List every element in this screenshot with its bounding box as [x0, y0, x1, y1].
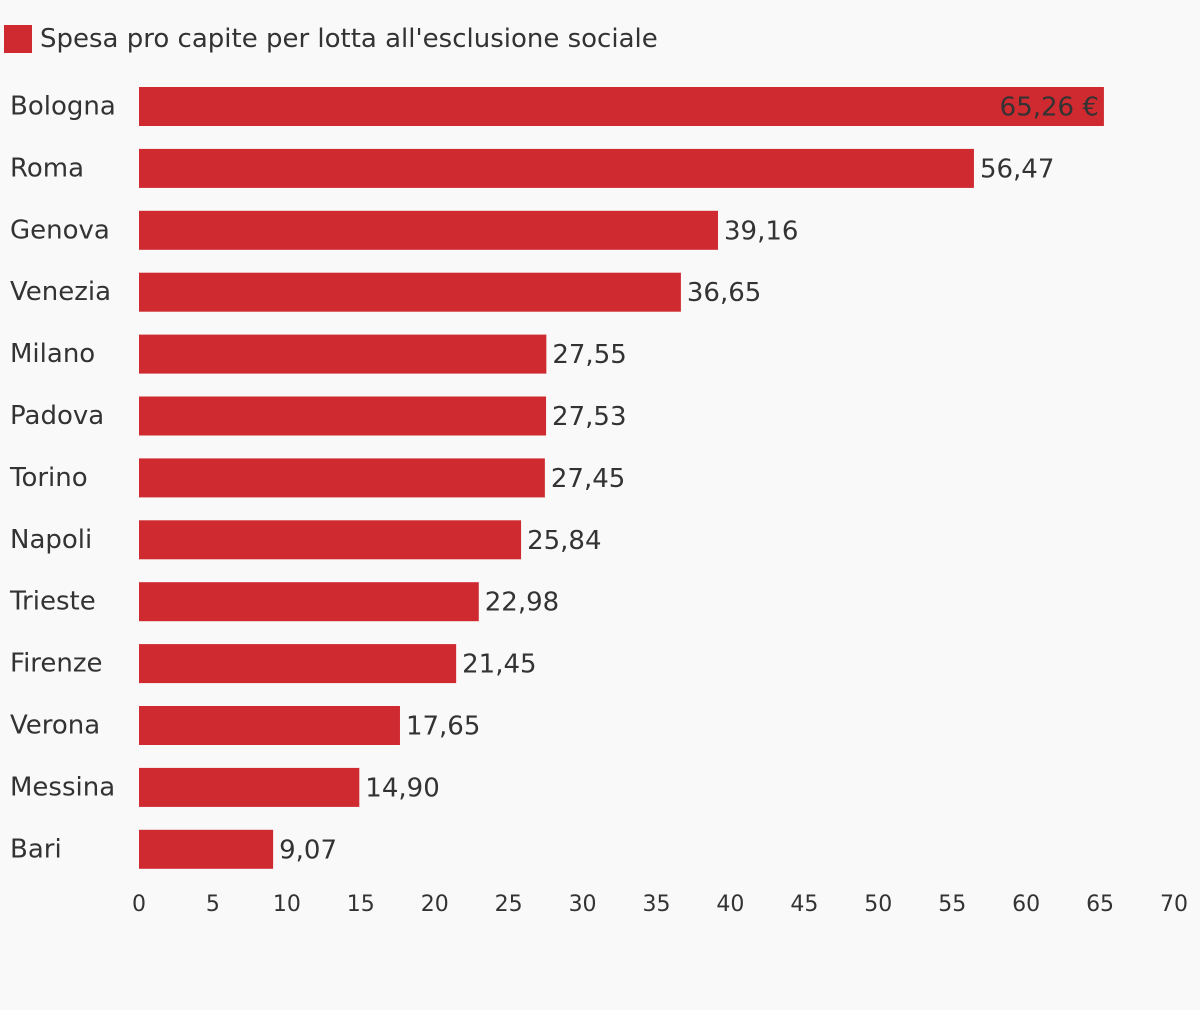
bar [139, 706, 400, 745]
category-label: Firenze [10, 649, 103, 679]
data-label: 65,26 € [1000, 93, 1099, 123]
bar [139, 582, 479, 622]
data-label: 14,90 [365, 773, 439, 803]
x-tick-label: 45 [790, 892, 818, 917]
category-label: Roma [10, 153, 84, 183]
category-label: Trieste [9, 587, 96, 617]
data-label: 22,98 [485, 588, 559, 618]
data-label: 27,53 [552, 402, 626, 432]
x-tick-label: 30 [569, 892, 597, 917]
category-label: Napoli [10, 525, 92, 555]
legend-label: Spesa pro capite per lotta all'esclusion… [40, 24, 658, 54]
bar [139, 272, 681, 312]
x-tick-label: 35 [643, 892, 671, 917]
x-tick-label: 40 [716, 892, 744, 917]
category-label: Bologna [10, 92, 116, 122]
category-label: Bari [10, 834, 62, 864]
data-label: 25,84 [527, 526, 601, 556]
x-tick-label: 60 [1012, 892, 1040, 917]
data-label: 56,47 [980, 154, 1054, 184]
legend: Spesa pro capite per lotta all'esclusion… [4, 24, 658, 54]
data-label: 21,45 [462, 650, 536, 680]
x-tick-label: 0 [132, 892, 146, 917]
category-label: Venezia [10, 277, 111, 307]
category-label: Genova [10, 215, 110, 245]
x-tick-label: 25 [495, 892, 523, 917]
bar [139, 396, 547, 436]
category-label: Torino [9, 463, 88, 493]
data-label: 36,65 [687, 278, 761, 308]
x-tick-label: 15 [347, 892, 375, 917]
bar [139, 210, 719, 250]
data-label: 39,16 [724, 216, 798, 246]
category-label: Milano [10, 339, 95, 369]
bar [139, 148, 974, 188]
data-label: 9,07 [279, 835, 337, 865]
bar [139, 87, 1104, 126]
bar [139, 829, 274, 869]
x-tick-label: 5 [206, 892, 220, 917]
category-label: Verona [10, 711, 100, 741]
x-tick-label: 50 [864, 892, 892, 917]
bar [139, 520, 522, 560]
legend-swatch [4, 25, 32, 53]
bar [139, 767, 360, 807]
x-tick-label: 20 [421, 892, 449, 917]
category-label: Padova [10, 401, 104, 431]
data-label: 17,65 [406, 712, 480, 742]
data-label: 27,55 [552, 340, 626, 370]
x-tick-label: 55 [938, 892, 966, 917]
x-tick-label: 10 [273, 892, 301, 917]
bar [139, 458, 545, 498]
x-tick-label: 70 [1160, 892, 1188, 917]
data-label: 27,45 [551, 464, 625, 494]
bar [139, 644, 457, 684]
bar [139, 334, 547, 374]
x-tick-label: 65 [1086, 892, 1114, 917]
category-label: Messina [10, 772, 115, 802]
